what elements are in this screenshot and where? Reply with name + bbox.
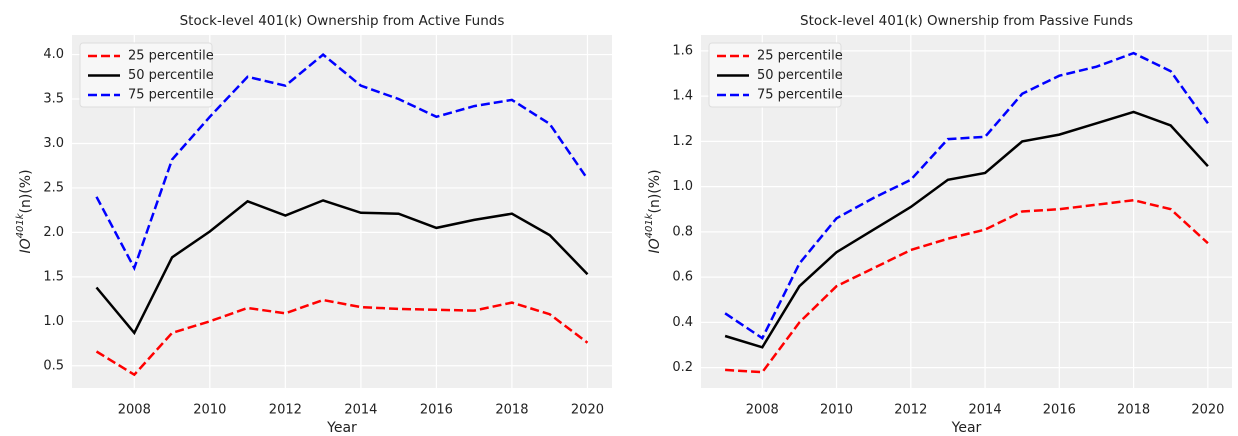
legend-label: 25 percentile: [757, 49, 843, 64]
x-tick-label: 2018: [1117, 403, 1150, 418]
legend-box: [79, 42, 213, 108]
y-tick-label: 3.5: [43, 92, 64, 107]
y-label-base: IO: [647, 238, 663, 253]
y-tick-label: 3.0: [43, 136, 64, 151]
y-label-base: IO: [18, 238, 34, 253]
x-axis-label: Year: [326, 420, 357, 436]
y-tick-label: 0.8: [672, 224, 693, 239]
y-label-rest: (n)(%): [18, 169, 34, 213]
chart-panel: 0.5 1.0 1.5 2.0 2.5 3.0 3.5 4.0 2008 2010 2012 2014…: [15, 13, 612, 436]
legend-label: 75 percentile: [128, 88, 214, 103]
legend-label: 75 percentile: [757, 88, 843, 103]
chart-panel: 0.2 0.4 0.6 0.8 1.0 1.2 1.4 1.6 2008 2010 2012 2014…: [644, 13, 1232, 436]
y-tick-label: 1.6: [672, 43, 693, 58]
chart-title: Stock-level 401(k) Ownership from Passiv…: [800, 13, 1133, 29]
legend-box: [708, 42, 842, 108]
series-line: [95, 199, 589, 336]
y-tick-label: 1.5: [43, 269, 64, 284]
series-line: [724, 110, 1209, 349]
x-tick-label: 2014: [969, 403, 1002, 418]
x-tick-label: 2020: [1191, 403, 1224, 418]
y-tick-label: 2.0: [43, 225, 64, 240]
y-tick-label: 1.4: [672, 89, 693, 104]
x-tick-label: 2008: [746, 403, 779, 418]
legend-label: 50 percentile: [757, 68, 843, 83]
x-tick-label: 2010: [193, 403, 226, 418]
y-tick-label: 0.5: [43, 358, 64, 373]
y-tick-label: 2.5: [43, 180, 64, 195]
x-axis-label: Year: [951, 420, 982, 436]
series-line: [95, 298, 589, 377]
x-tick-label: 2020: [571, 403, 604, 418]
x-tick-label: 2014: [344, 403, 377, 418]
legend-label: 25 percentile: [128, 49, 214, 64]
x-tick-label: 2012: [269, 403, 302, 418]
y-axis-label: IO401k(n)(%): [15, 169, 34, 253]
y-label-rest: (n)(%): [647, 169, 663, 213]
y-tick-label: 0.2: [672, 360, 693, 375]
y-tick-label: 1.0: [672, 179, 693, 194]
x-tick-label: 2018: [495, 403, 528, 418]
y-label-sup: 401k: [644, 212, 655, 238]
y-label-sup: 401k: [15, 212, 26, 238]
x-tick-label: 2010: [820, 403, 853, 418]
x-tick-label: 2008: [118, 403, 151, 418]
legend-label: 50 percentile: [128, 68, 214, 83]
series-line: [725, 198, 1209, 374]
y-tick-label: 1.0: [43, 314, 64, 329]
x-tick-label: 2016: [420, 403, 453, 418]
y-tick-label: 0.6: [672, 270, 693, 285]
x-tick-label: 2012: [894, 403, 927, 418]
y-axis-label: IO401k(n)(%): [644, 169, 663, 253]
y-tick-label: 1.2: [672, 134, 693, 149]
series-line: [724, 51, 1209, 341]
y-tick-label: 4.0: [43, 47, 64, 62]
y-tick-label: 0.4: [672, 315, 693, 330]
x-tick-label: 2016: [1043, 403, 1076, 418]
series-line: [95, 52, 589, 272]
chart-title: Stock-level 401(k) Ownership from Active…: [180, 13, 505, 29]
